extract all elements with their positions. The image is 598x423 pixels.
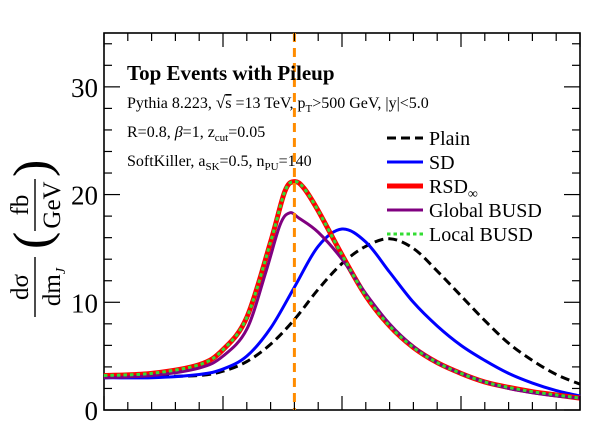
legend-label: Local BUSD	[429, 224, 533, 246]
beta-value: =1, z	[183, 124, 215, 141]
zcut-value: =0.05	[228, 124, 265, 141]
sqrt-symbol: √	[216, 93, 226, 112]
y-tick-label: 30	[71, 73, 98, 103]
annotation-softkiller: SoftKiller, aSK=0.5, nPU=140	[127, 153, 312, 173]
legend-label: Global BUSD	[429, 200, 542, 222]
ylabel-left-paren: (	[4, 232, 61, 249]
y-tick-label: 20	[71, 181, 98, 211]
plot-data-group	[103, 33, 581, 410]
y-tick-label: 0	[85, 396, 99, 423]
ylabel-right-paren: )	[4, 160, 61, 177]
zcut-subscript: cut	[215, 132, 228, 144]
beta-symbol: β	[174, 124, 183, 141]
ylabel-denominator: dmJ	[39, 267, 69, 306]
y-axis-label: dσ dmJ ( fb GeV)	[4, 160, 69, 317]
legend-label-rsd: RSD	[429, 176, 468, 198]
annotation-pythia: Pythia 8.223, √s =13 TeV, pT>500 GeV, |y…	[127, 93, 429, 115]
series-line-sd	[103, 227, 581, 398]
energy-text: =13 TeV, p	[231, 95, 305, 112]
ylabel-dm: dm	[39, 274, 66, 307]
legend-label-infinity: ∞	[468, 187, 478, 202]
legend-label: RSD∞	[429, 176, 478, 202]
y-axis-label-rotated: dσ dmJ ( fb GeV)	[4, 160, 69, 317]
ask-value: =0.5, n	[220, 153, 265, 170]
series-line-global-busd	[103, 211, 581, 400]
softkiller-text: SoftKiller, a	[127, 153, 205, 170]
pt-subscript: T	[305, 103, 312, 115]
npu-subscript: PU	[265, 161, 279, 173]
y-tick-label: 10	[71, 288, 98, 318]
axis-ticks-group: 0 10 20 30	[71, 33, 581, 423]
ylabel-j-subscript: J	[54, 267, 69, 274]
chart-title: Top Events with Pileup	[127, 61, 335, 85]
legend-label: Plain	[429, 128, 470, 150]
legend-label: SD	[429, 152, 455, 174]
ylabel-numerator: dσ	[7, 273, 34, 300]
radius-text: R=0.8,	[127, 124, 175, 141]
pythia-text: Pythia 8.223,	[127, 95, 216, 112]
ylabel-gev: GeV	[39, 181, 66, 228]
cut-text: >500 GeV, |y|<5.0	[312, 95, 429, 112]
ylabel-fb: fb	[7, 195, 34, 216]
npu-value: =140	[279, 153, 312, 170]
series-line-plain	[103, 237, 581, 386]
text-group: Top Events with Pileup Pythia 8.223, √s …	[127, 61, 429, 173]
ask-subscript: SK	[205, 161, 219, 173]
sqrt-s: s	[225, 95, 231, 112]
annotation-params: R=0.8, β=1, zcut=0.05	[127, 124, 265, 144]
